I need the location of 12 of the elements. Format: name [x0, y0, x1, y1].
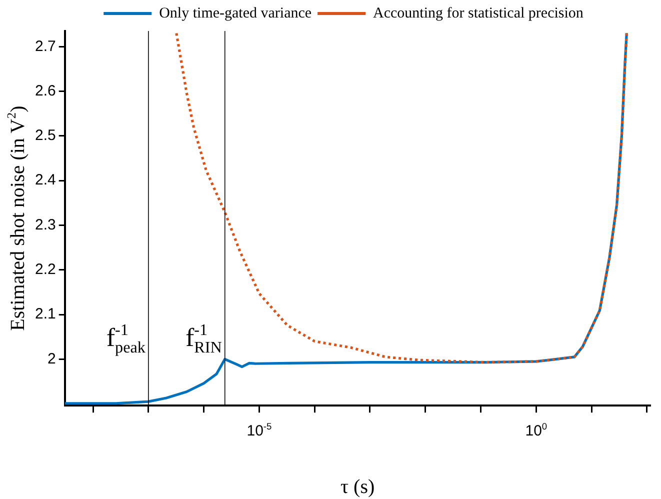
y-tick-label: 2 — [48, 350, 56, 368]
y-axis-title: Estimated shot noise (in V2) — [4, 106, 29, 331]
legend-label: Only time-gated variance — [159, 5, 312, 22]
legend-label: Accounting for statistical precision — [373, 5, 584, 22]
y-tick-label: 2.7 — [34, 38, 56, 55]
y-tick-label: 2.3 — [34, 216, 56, 234]
y-tick-label: 2.4 — [34, 172, 56, 189]
y-tick-label: 2.6 — [34, 82, 56, 100]
y-tick-label: 2.2 — [34, 261, 56, 278]
y-tick-label: 2.1 — [34, 306, 56, 323]
y-tick-label: 2.5 — [34, 127, 56, 144]
x-axis-title: τ (s) — [340, 476, 375, 498]
